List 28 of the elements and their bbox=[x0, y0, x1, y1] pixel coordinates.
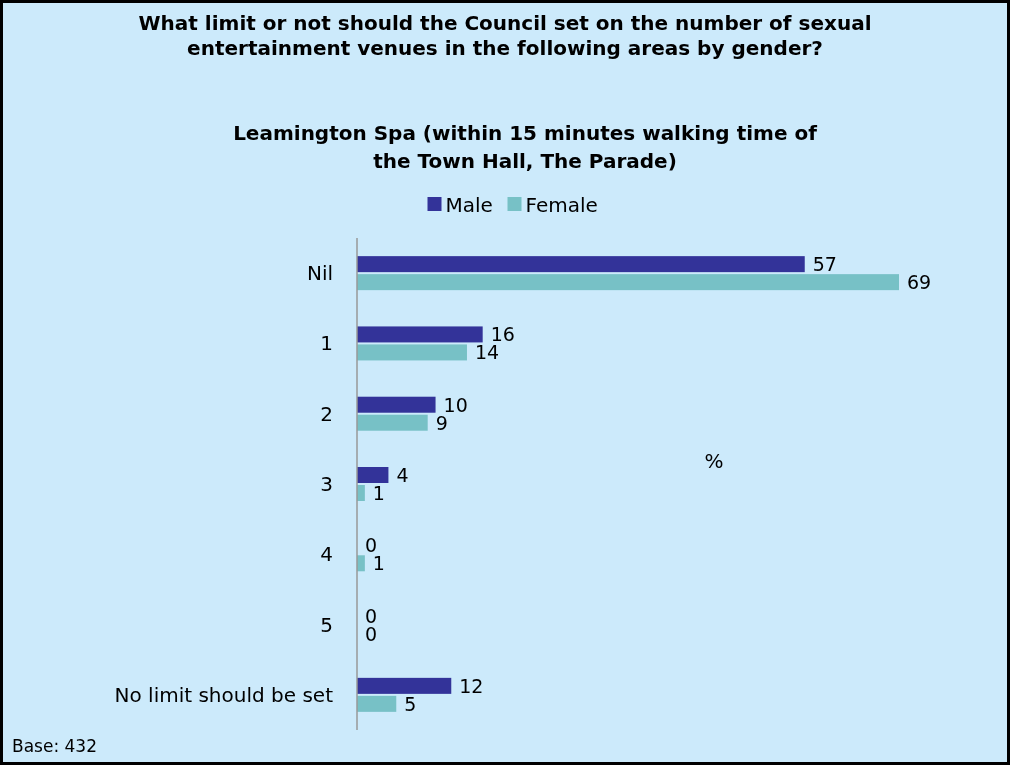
data-label: 5 bbox=[404, 692, 417, 715]
x-axis-title: % bbox=[704, 449, 724, 473]
bar bbox=[357, 344, 467, 361]
y-tick-label: 2 bbox=[320, 401, 333, 426]
data-label: 1 bbox=[372, 482, 385, 504]
y-tick-label: 3 bbox=[320, 472, 333, 496]
bar bbox=[357, 695, 397, 712]
data-label: 69 bbox=[907, 271, 932, 294]
data-label: 57 bbox=[812, 253, 837, 276]
data-label: 12 bbox=[459, 674, 484, 697]
data-label: 4 bbox=[396, 464, 409, 486]
y-tick-label: Nil bbox=[306, 261, 333, 286]
bar bbox=[357, 396, 436, 413]
bar bbox=[357, 677, 452, 694]
y-tick-label: 5 bbox=[320, 612, 333, 637]
chart-title: What limit or not should the Council set on the number of sexual entertainment venues in the following areas by gender? bbox=[138, 11, 872, 60]
text: Base: 432 bbox=[12, 736, 97, 756]
y-tick-label: 1 bbox=[320, 331, 333, 356]
bar bbox=[357, 256, 805, 273]
bar bbox=[357, 467, 389, 483]
legend-label: Female bbox=[525, 193, 598, 217]
legend-label: Male bbox=[445, 193, 493, 217]
bar bbox=[357, 414, 428, 431]
chart-subtitle: Leamington Spa (within 15 minutes walking time of the Town Hall, The Parade) bbox=[233, 121, 818, 173]
bar bbox=[357, 326, 483, 343]
y-tick-label: No limit should be set bbox=[114, 682, 334, 707]
y-tick-label: 4 bbox=[320, 542, 333, 567]
bar bbox=[357, 274, 899, 291]
